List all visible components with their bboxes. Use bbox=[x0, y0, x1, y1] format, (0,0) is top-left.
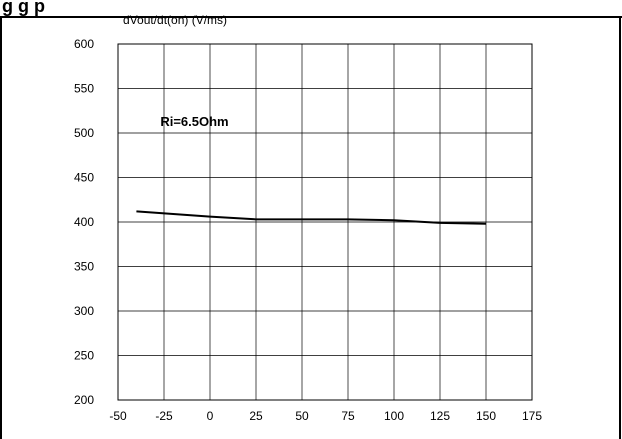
series-line bbox=[136, 210, 487, 225]
plot-border bbox=[117, 43, 533, 401]
y-tick-label: 450 bbox=[74, 171, 94, 185]
page-title: g g p bbox=[2, 0, 45, 16]
plot-area: -50 -25 0 25 50 75 100 125 150 175 200 250 300 350 400… bbox=[74, 37, 542, 423]
y-tick-label: 200 bbox=[74, 393, 94, 407]
x-tick-label: 100 bbox=[384, 409, 404, 423]
x-tick-label: 0 bbox=[207, 409, 214, 423]
annotation-label: Ri=6.5Ohm bbox=[160, 114, 228, 129]
y-tick-label: 400 bbox=[74, 215, 94, 229]
y-tick-label: 300 bbox=[74, 304, 94, 318]
x-tick-label: 25 bbox=[249, 409, 263, 423]
x-tick-label: -50 bbox=[109, 409, 127, 423]
x-tick-label: -25 bbox=[155, 409, 173, 423]
y-tick-label: 350 bbox=[74, 260, 94, 274]
y-axis-label: dVout/dt(on) (V/ms) bbox=[123, 13, 227, 27]
x-tick-label: 175 bbox=[522, 409, 542, 423]
x-tick-label: 50 bbox=[295, 409, 309, 423]
x-tick-label: 125 bbox=[430, 409, 450, 423]
y-tick-label: 250 bbox=[74, 349, 94, 363]
x-tick-label: 150 bbox=[476, 409, 496, 423]
y-tick-label: 600 bbox=[74, 37, 94, 51]
y-tick-label: 550 bbox=[74, 82, 94, 96]
x-tick-label: 75 bbox=[341, 409, 355, 423]
y-tick-label: 500 bbox=[74, 126, 94, 140]
